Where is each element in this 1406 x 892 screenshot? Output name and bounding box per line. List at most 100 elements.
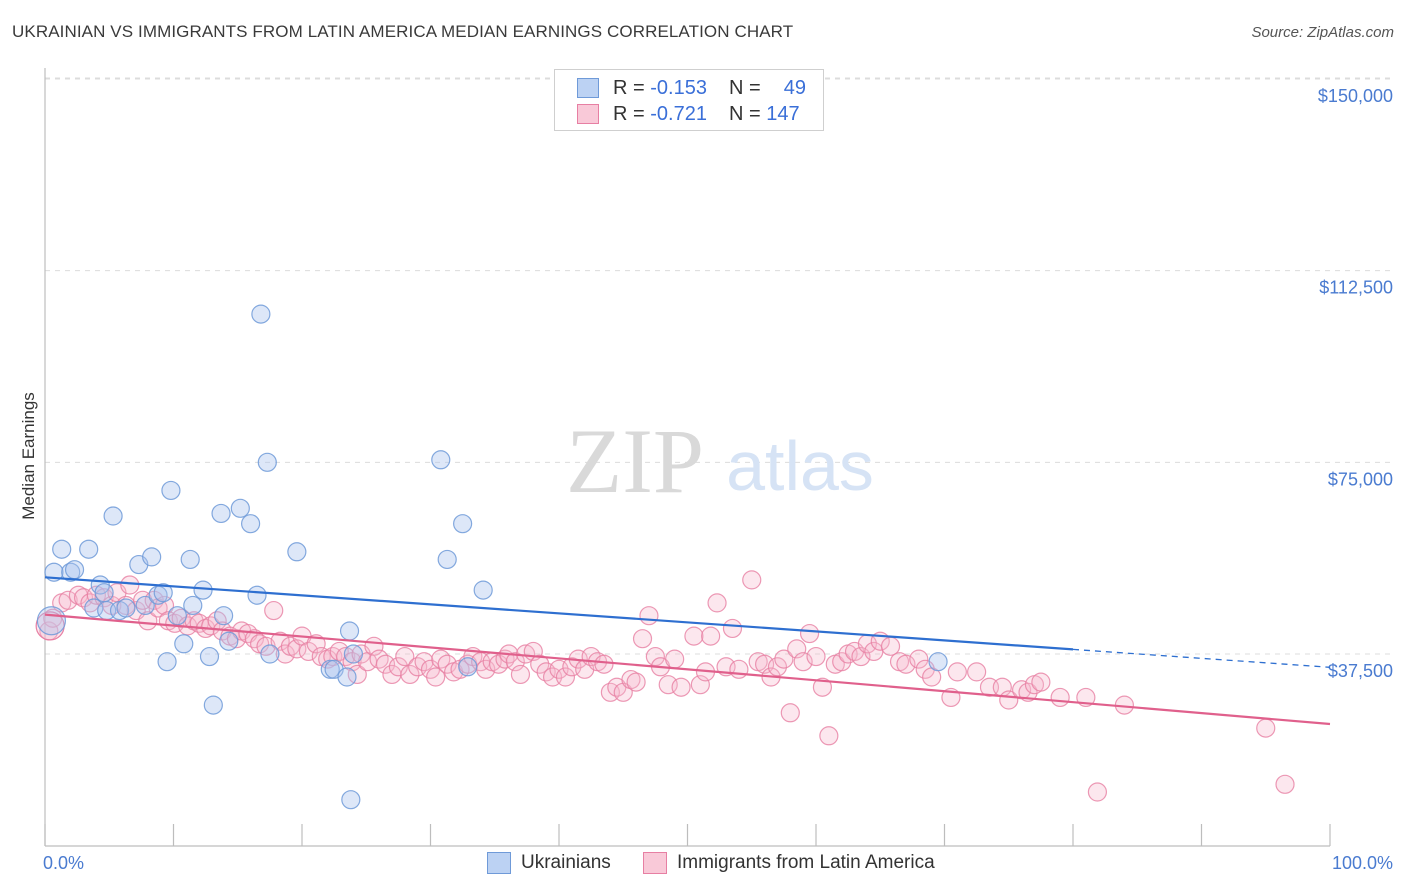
blue-series-points [36, 304, 948, 810]
data-point-ukrainians [167, 606, 187, 626]
data-point-latin-america [594, 654, 614, 674]
data-point-latin-america [701, 626, 721, 646]
data-point-latin-america [201, 616, 221, 636]
x-tick-label: 0.0% [43, 853, 84, 873]
data-point-latin-america [1050, 687, 1070, 708]
trend-line-ukrainians [44, 576, 1074, 651]
y-tick-label: $75,000 [1328, 469, 1393, 489]
data-point-latin-america [690, 675, 710, 695]
data-point-latin-america [819, 726, 839, 746]
grid-lines [45, 77, 1395, 655]
data-point-latin-america [621, 669, 641, 690]
x-tick-label: 100.0% [1332, 853, 1393, 873]
data-point-latin-america [133, 590, 153, 610]
data-point-ukrainians [52, 539, 72, 559]
trend-line-latin-america [44, 613, 1331, 726]
data-point-ukrainians [230, 498, 250, 518]
data-point-ukrainians [153, 583, 173, 603]
legend-item-latin-america: Immigrants from Latin America [643, 852, 935, 874]
x-tick-labels: 0.0% 100.0% [43, 853, 1393, 873]
data-point-ukrainians [343, 644, 363, 664]
data-point-ukrainians [157, 652, 177, 672]
data-point-latin-america [388, 657, 408, 677]
data-point-latin-america [555, 667, 576, 687]
trend-lines [44, 576, 1331, 726]
data-point-ukrainians [431, 450, 451, 470]
data-point-latin-america [1275, 774, 1295, 794]
data-point-latin-america [639, 606, 659, 626]
data-point-ukrainians [257, 452, 277, 472]
legend-swatch-blue [487, 852, 511, 874]
data-point-latin-america [1256, 718, 1276, 738]
data-point-ukrainians [135, 595, 155, 616]
legend-swatch-pink [643, 852, 667, 874]
data-point-latin-america [671, 677, 691, 697]
data-point-latin-america [298, 641, 319, 662]
y-tick-label: $112,500 [1319, 278, 1393, 298]
data-point-ukrainians [79, 539, 99, 559]
data-point-ukrainians [116, 598, 136, 618]
source-label: Source: ZipAtlas.com [1251, 24, 1394, 41]
data-point-latin-america [774, 649, 794, 669]
legend-r-label: R = [613, 76, 645, 99]
legend-row-latin-america: R = -0.721 N = 147 [577, 102, 800, 126]
data-point-latin-america [287, 639, 307, 659]
data-point-latin-america [684, 626, 704, 646]
data-point-latin-america [306, 634, 326, 654]
data-point-ukrainians [287, 542, 307, 562]
data-point-ukrainians [94, 583, 114, 603]
data-point-latin-america [832, 652, 852, 672]
y-tick-labels: $37,500 $75,000 $112,500 $150,000 [1318, 86, 1393, 681]
y-tick-label: $37,500 [1328, 661, 1393, 681]
legend-label-latin-america: Immigrants from Latin America [677, 852, 935, 873]
data-point-ukrainians [214, 606, 234, 626]
data-point-latin-america [431, 649, 451, 669]
data-point-ukrainians [64, 560, 85, 580]
data-point-ukrainians [339, 621, 360, 641]
data-point-ukrainians [341, 790, 361, 810]
data-point-latin-america [812, 677, 833, 697]
chart-title: UKRAINIAN VS IMMIGRANTS FROM LATIN AMERI… [12, 22, 794, 41]
pink-series-points [35, 570, 1295, 802]
data-point-latin-america [395, 646, 415, 667]
data-point-ukrainians [180, 549, 200, 570]
watermark: ZIP atlas [566, 410, 874, 512]
data-point-ukrainians [193, 580, 213, 600]
data-point-latin-america [270, 631, 290, 651]
legend-label-ukrainians: Ukrainians [521, 852, 611, 873]
series-legend: Ukrainians Immigrants from Latin America [0, 852, 1406, 878]
data-point-latin-america [896, 654, 916, 674]
data-point-latin-america [138, 611, 158, 631]
legend-swatch-pink [577, 104, 599, 124]
data-point-latin-america [336, 646, 356, 667]
data-point-latin-america [665, 649, 685, 669]
data-point-latin-america [707, 593, 727, 613]
data-point-ukrainians [183, 595, 203, 616]
legend-item-ukrainians: Ukrainians [487, 852, 611, 874]
axes [44, 68, 1331, 847]
y-tick-label: $150,000 [1318, 86, 1393, 106]
data-point-latin-america [510, 664, 531, 685]
data-point-ukrainians [337, 667, 357, 687]
data-point-latin-america [626, 672, 646, 692]
data-point-ukrainians [458, 657, 478, 677]
data-point-ukrainians [199, 646, 220, 667]
data-point-ukrainians [453, 514, 473, 534]
data-point-latin-america [909, 649, 929, 669]
data-point-ukrainians [437, 549, 457, 570]
legend-n-label: N = [728, 102, 761, 125]
data-point-latin-america [80, 593, 100, 613]
trend-line-ukrainians-extrapolated [1072, 648, 1331, 668]
data-point-latin-america [489, 654, 509, 674]
data-point-latin-america [742, 570, 762, 590]
data-point-ukrainians [251, 304, 271, 324]
data-point-latin-america [729, 659, 749, 679]
legend-row-ukrainians: R = -0.153 N = 49 [577, 76, 806, 100]
data-point-latin-america [58, 590, 78, 610]
data-point-latin-america [530, 654, 550, 674]
legend-r-label: R = [613, 102, 645, 125]
data-point-latin-america [414, 652, 434, 672]
stats-legend: R = -0.153 N = 49 R = -0.721 N = 147 [554, 69, 824, 131]
data-point-ukrainians [928, 652, 948, 672]
